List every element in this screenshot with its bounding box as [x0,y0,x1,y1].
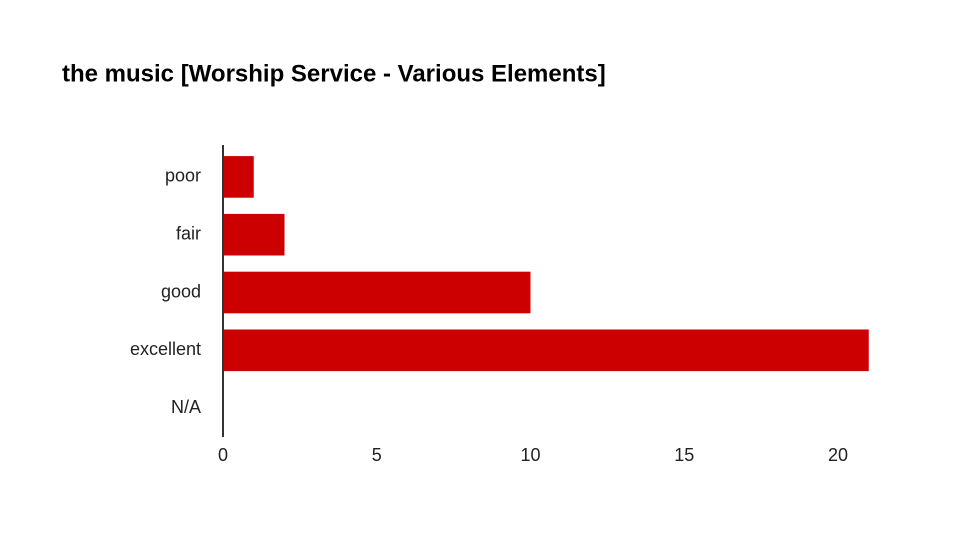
y-tick-label: excellent [130,339,201,359]
y-tick-label: fair [176,223,201,243]
bar [223,329,869,372]
y-tick-label: poor [165,166,201,186]
x-tick-label: 20 [828,445,848,465]
x-tick-label: 10 [520,445,540,465]
y-tick-label: N/A [171,397,201,417]
chart-title: the music [Worship Service - Various Ele… [62,60,606,87]
x-tick-label: 15 [674,445,694,465]
x-tick-label: 5 [372,445,382,465]
bar [223,213,285,256]
bar [223,271,531,314]
bar [223,156,254,198]
x-tick-label: 0 [218,445,228,465]
y-tick-label: good [161,281,201,301]
